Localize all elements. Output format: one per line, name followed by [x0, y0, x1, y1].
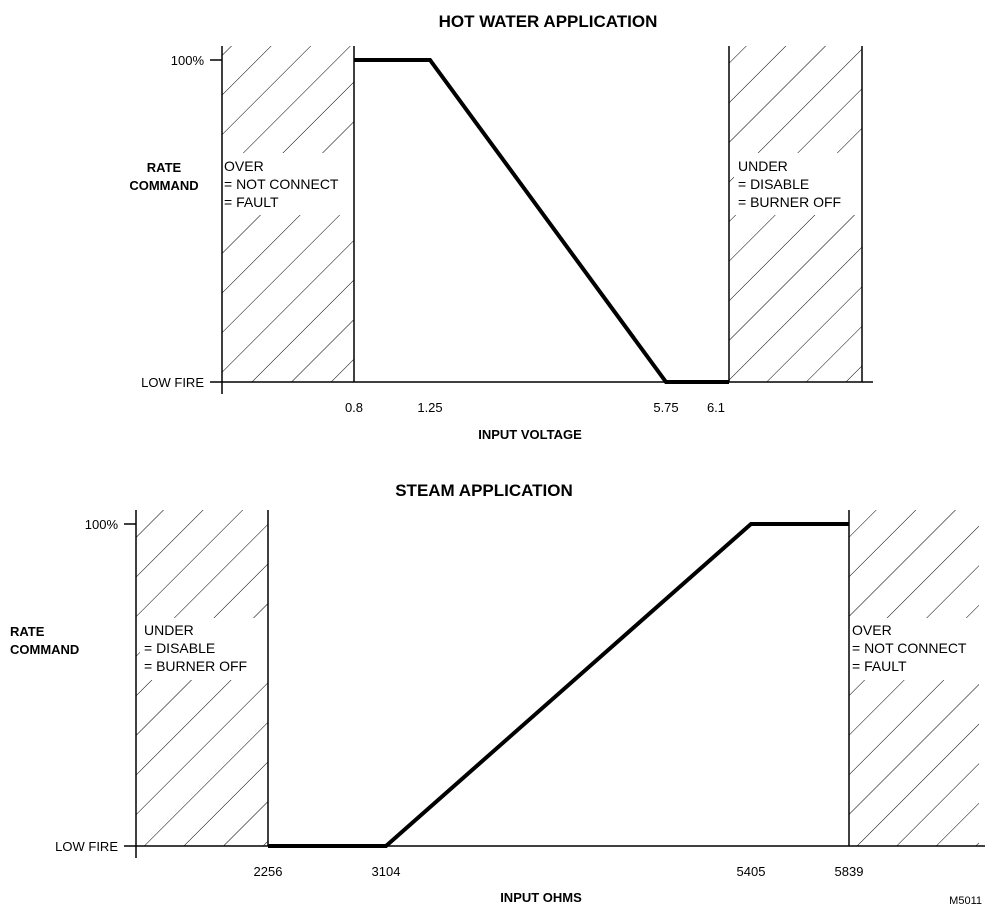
zone-label-bg — [220, 153, 356, 215]
x-tick-label: 0.8 — [345, 400, 363, 415]
x-tick-label: 1.25 — [417, 400, 442, 415]
rate-curve — [354, 58, 729, 384]
zone-label-line: = NOT CONNECT — [224, 176, 339, 192]
y-axis-label: RATE — [10, 624, 45, 639]
x-tick-label: 5405 — [737, 864, 766, 879]
y-tick-label: 100% — [85, 517, 119, 532]
x-tick-label: 5.75 — [653, 400, 678, 415]
x-tick-label: 6.1 — [707, 400, 725, 415]
rate-curve — [268, 522, 849, 848]
y-tick-label: LOW FIRE — [141, 375, 204, 390]
y-axis-label: RATE — [147, 160, 182, 175]
zone-label-bg — [140, 618, 268, 680]
chart-title: STEAM APPLICATION — [395, 481, 573, 500]
y-tick-label: LOW FIRE — [55, 839, 118, 854]
chart-title: HOT WATER APPLICATION — [439, 12, 658, 31]
zone-label-bg — [734, 153, 862, 215]
x-axis-label: INPUT VOLTAGE — [478, 427, 582, 442]
zone-label-line: = NOT CONNECT — [852, 640, 967, 656]
zone-label-line: = FAULT — [224, 194, 279, 210]
zone-label-line: OVER — [852, 622, 892, 638]
steam-chart: STEAM APPLICATION 100% LOW FIRE RATE COM… — [10, 481, 985, 905]
y-axis-label: COMMAND — [10, 642, 79, 657]
y-tick-label: 100% — [171, 53, 205, 68]
y-axis-label: COMMAND — [129, 178, 198, 193]
zone-label-bg — [849, 618, 981, 680]
hot-water-chart: HOT WATER APPLICATION 100% LOW FIRE RATE… — [129, 12, 873, 442]
x-tick-label: 2256 — [254, 864, 283, 879]
zone-label-line: = BURNER OFF — [738, 194, 841, 210]
zone-label-line: UNDER — [738, 158, 788, 174]
x-axis-label: INPUT OHMS — [500, 890, 582, 905]
zone-label-line: = FAULT — [852, 658, 907, 674]
zone-label-line: OVER — [224, 158, 264, 174]
zone-label-line: = DISABLE — [144, 640, 215, 656]
zone-label-line: = BURNER OFF — [144, 658, 247, 674]
x-tick-label: 3104 — [372, 864, 401, 879]
x-tick-label: 5839 — [835, 864, 864, 879]
zone-label-line: UNDER — [144, 622, 194, 638]
zone-label-line: = DISABLE — [738, 176, 809, 192]
figure-id: M5011 — [949, 895, 982, 907]
